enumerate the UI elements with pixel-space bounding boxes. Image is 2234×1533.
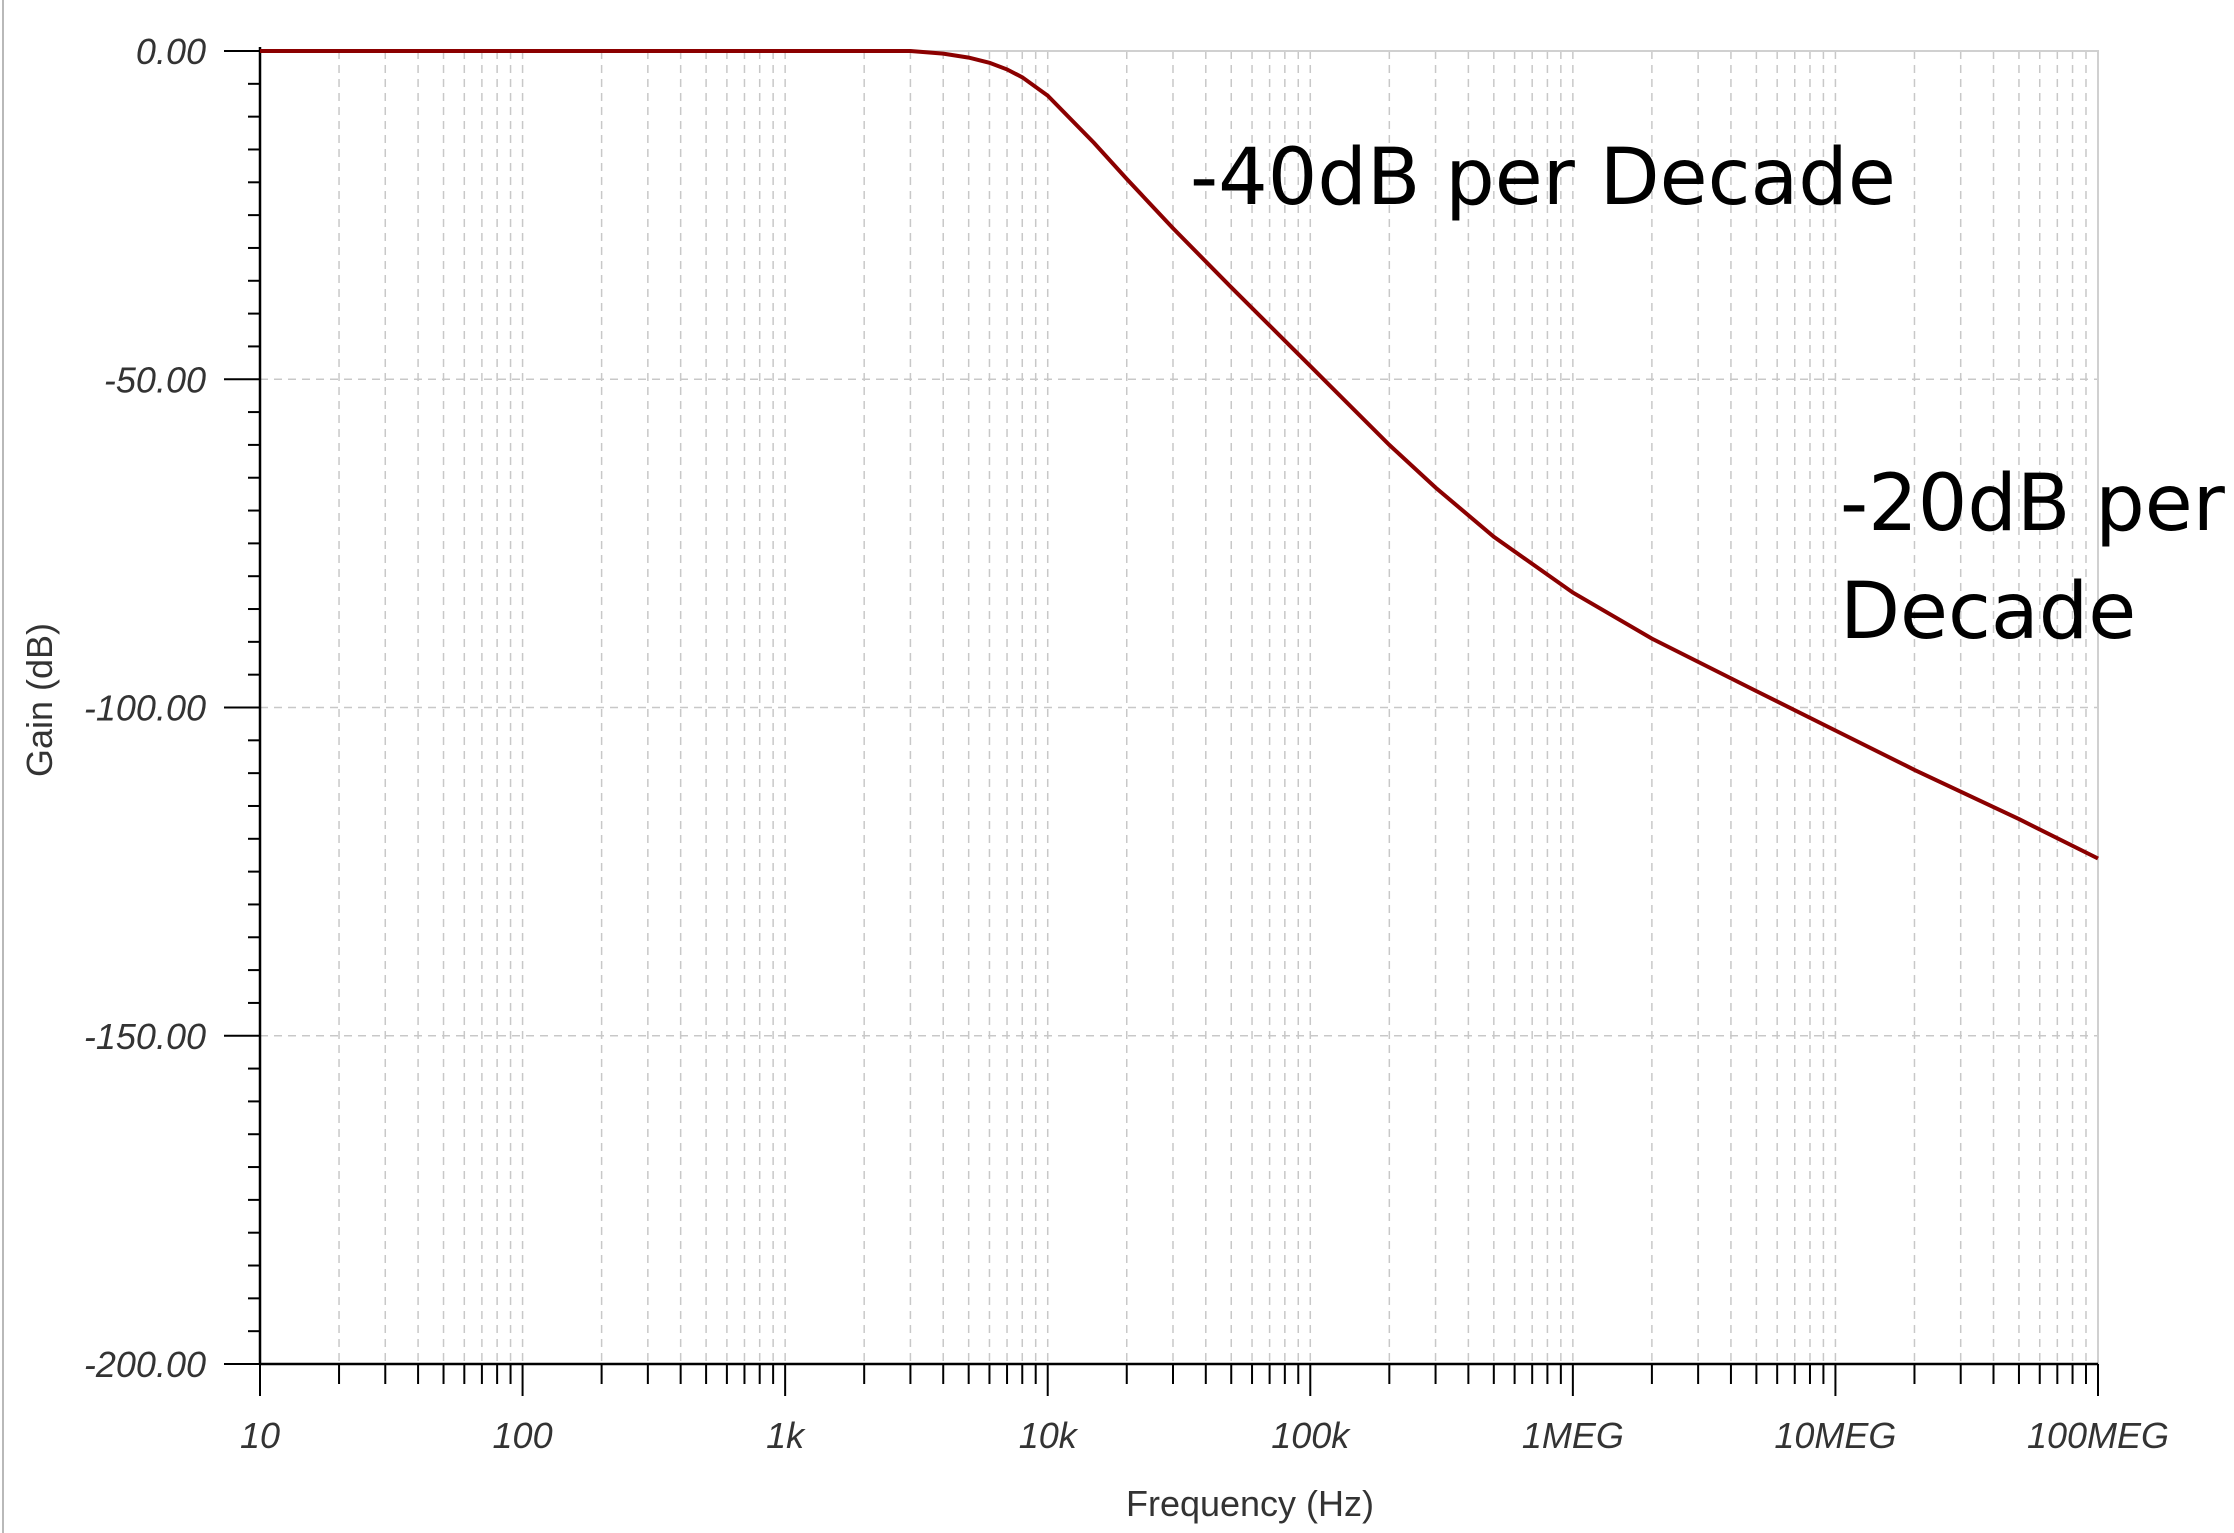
x-tick-labels: 10 100 1k 10k 100k 1MEG 10MEG 100MEG bbox=[240, 1415, 2169, 1456]
annotation-decade: Decade bbox=[1840, 567, 2136, 657]
x-tick-label: 100MEG bbox=[2027, 1415, 2169, 1456]
y-tick-label: -150.00 bbox=[84, 1016, 206, 1057]
y-tick-labels: 0.00 -50.00 -100.00 -150.00 -200.00 bbox=[84, 31, 206, 1385]
x-tick-label: 10k bbox=[1019, 1415, 1079, 1456]
gain-curve bbox=[260, 49, 2099, 861]
x-tick-label: 100 bbox=[493, 1415, 553, 1456]
annotation-40db-per-decade: -40dB per Decade bbox=[1190, 133, 1896, 223]
x-tick-label: 10 bbox=[240, 1415, 280, 1456]
x-tick-label: 10MEG bbox=[1774, 1415, 1896, 1456]
grid-lines bbox=[260, 51, 2098, 1364]
plot-frame bbox=[259, 50, 2099, 1365]
y-axis-label: Gain (dB) bbox=[19, 623, 60, 777]
x-tick-label: 100k bbox=[1271, 1415, 1351, 1456]
y-tick-label: -50.00 bbox=[104, 359, 206, 400]
annotation-20db-per: -20dB per bbox=[1840, 459, 2226, 549]
x-tick-label: 1k bbox=[766, 1415, 806, 1456]
y-tick-label: 0.00 bbox=[136, 31, 206, 72]
y-tick-label: -200.00 bbox=[84, 1344, 206, 1385]
axes bbox=[224, 47, 2099, 1396]
x-axis-label: Frequency (Hz) bbox=[1126, 1483, 1374, 1524]
y-tick-label: -100.00 bbox=[84, 688, 206, 729]
x-tick-label: 1MEG bbox=[1522, 1415, 1624, 1456]
